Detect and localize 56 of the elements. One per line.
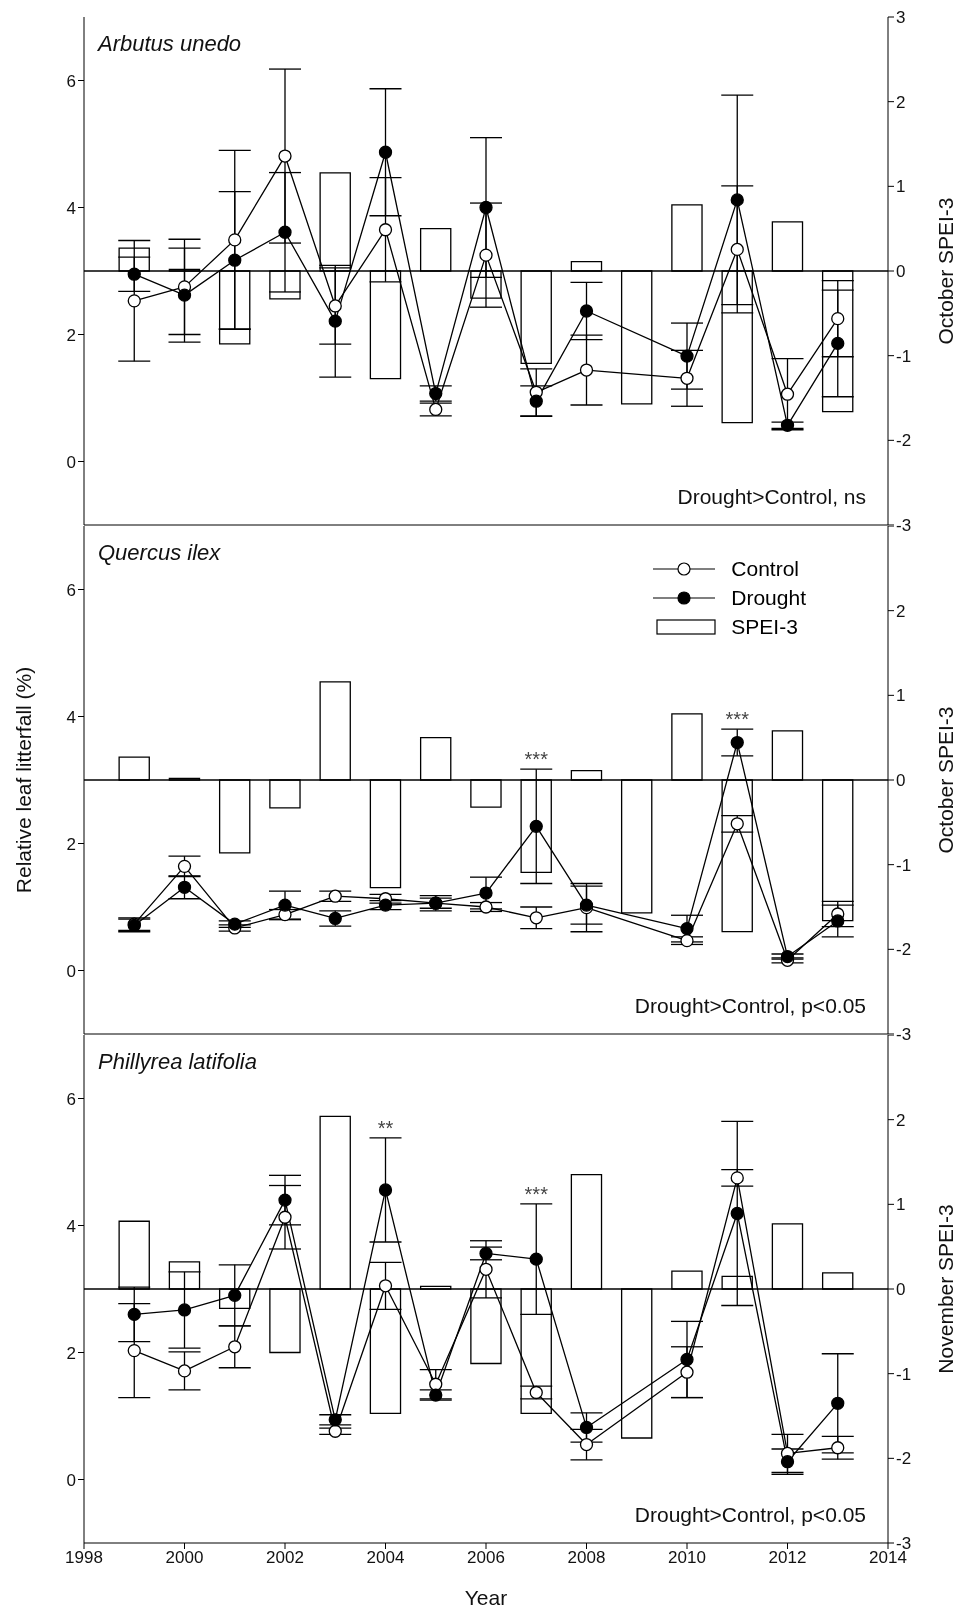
annotation: Drought>Control, ns (677, 485, 866, 509)
y2-tick-label: 1 (896, 686, 906, 706)
y2-tick-label: 0 (896, 1280, 906, 1300)
annotation: *** (524, 1182, 549, 1205)
y-tick-label: 0 (66, 452, 76, 472)
y2-tick-label: -1 (896, 346, 912, 366)
y2-tick-label: -3 (896, 516, 912, 536)
y2-tick-label: 3 (896, 8, 906, 28)
y2-tick-label: 1 (896, 177, 906, 197)
y2-tick-label: 1 (896, 1195, 906, 1215)
legend-label: Control (731, 556, 799, 581)
y2-tick-label: 2 (896, 601, 906, 621)
y-tick-label: 4 (66, 198, 76, 218)
y-tick-label: 4 (66, 1216, 76, 1236)
y2-axis-title: November SPEI-3 (934, 1204, 958, 1374)
text: Quercus ilex (98, 540, 221, 566)
x-tick-label: 2002 (266, 1548, 304, 1568)
y-tick-label: 4 (66, 707, 76, 727)
y2-tick-label: 2 (896, 1110, 906, 1130)
y2-tick-label: 0 (896, 771, 906, 791)
text: Arbutus unedo (98, 31, 242, 57)
x-tick-label: 2010 (668, 1548, 706, 1568)
y-tick-label: 6 (66, 580, 76, 600)
text: Phillyrea latifolia (98, 1049, 257, 1075)
annotation: Drought>Control, p<0.05 (634, 994, 866, 1018)
y2-axis-title: October SPEI-3 (934, 197, 958, 345)
y-tick-label: 0 (66, 961, 76, 981)
y2-tick-label: -2 (896, 431, 912, 451)
legend-label: SPEI-3 (731, 614, 798, 639)
y-tick-label: 2 (66, 1343, 76, 1363)
y-tick-label: 2 (66, 325, 76, 345)
annotation: Drought>Control, p<0.05 (634, 1503, 866, 1527)
x-axis-title: Year (464, 1586, 508, 1607)
y-tick-label: 2 (66, 834, 76, 854)
y2-tick-label: 2 (896, 92, 906, 112)
x-tick-label: 1998 (65, 1548, 103, 1568)
x-tick-label: 2006 (467, 1548, 505, 1568)
legend-label: Drought (731, 585, 806, 610)
y2-tick-label: -2 (896, 1449, 912, 1469)
y-tick-label: 6 (66, 71, 76, 91)
annotation: *** (725, 708, 750, 731)
y-tick-label: 0 (66, 1470, 76, 1490)
y2-tick-label: -2 (896, 940, 912, 960)
y2-axis-title: October SPEI-3 (934, 706, 958, 854)
y2-tick-label: 0 (896, 262, 906, 282)
y-axis-title: Relative leaf litterfall (%) (12, 666, 36, 894)
y2-tick-label: -3 (896, 1025, 912, 1045)
x-tick-label: 2000 (165, 1548, 204, 1568)
x-tick-label: 2004 (366, 1548, 405, 1568)
y2-tick-label: -1 (896, 855, 912, 875)
y2-tick-label: -1 (896, 1364, 912, 1384)
x-tick-label: 2008 (567, 1548, 606, 1568)
annotation: ** (377, 1116, 394, 1139)
annotation: *** (524, 748, 549, 771)
x-tick-label: 2012 (768, 1548, 807, 1568)
y-tick-label: 6 (66, 1089, 76, 1109)
